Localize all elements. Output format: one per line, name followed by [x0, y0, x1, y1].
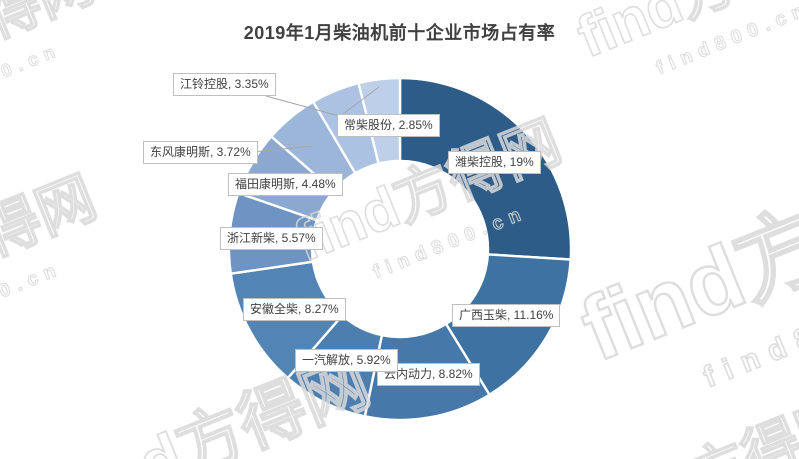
watermark-domain-text: find800.cn	[0, 39, 64, 116]
leader-lines	[252, 86, 380, 153]
leader-line-7	[252, 145, 314, 153]
slice-label-0: 潍柴控股, 19%	[448, 151, 541, 174]
slice-label-1: 广西玉柴, 11.16%	[452, 304, 561, 327]
leader-line-8	[265, 95, 344, 118]
slice-label-8: 江铃控股, 3.35%	[173, 73, 276, 96]
watermark-domain-text: find800.cn	[0, 258, 65, 339]
slice-label-9: 常柴股份, 2.85%	[337, 114, 440, 137]
watermark-brand-text: find方得网	[581, 387, 799, 459]
slice-label-2: 云内动力, 8.82%	[377, 363, 480, 386]
slice-label-6: 福田康明斯, 4.48%	[228, 173, 343, 196]
slice-label-4: 安徽全柴, 8.27%	[243, 298, 346, 321]
slice-label-5: 浙江新柴, 5.57%	[220, 227, 323, 250]
leader-line-9	[342, 86, 380, 115]
slice-label-7: 东风康明斯, 3.72%	[143, 141, 258, 164]
watermark-brand-text: find方得网	[0, 165, 105, 330]
chart-title: 2019年1月柴油机前十企业市场占有率	[243, 23, 556, 43]
slice-label-3: 一汽解放, 5.92%	[295, 349, 398, 372]
